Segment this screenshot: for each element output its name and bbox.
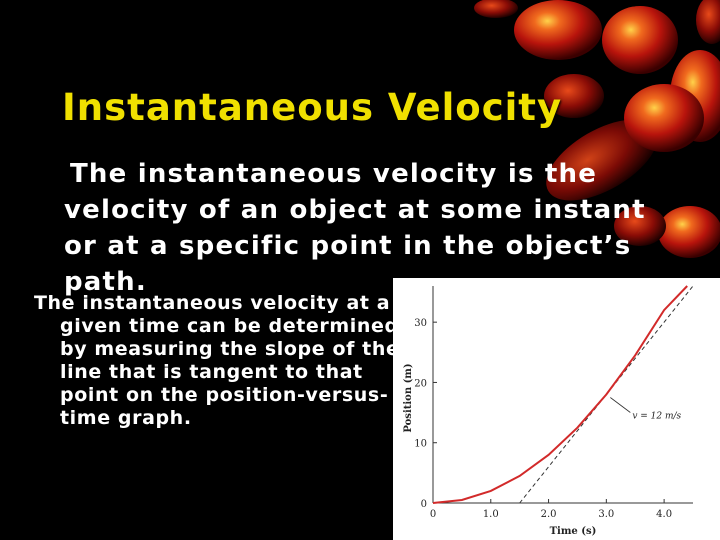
x-axis-label: Time (s) [550,526,597,537]
y-tick-label: 0 [421,499,427,510]
y-axis-label: Position (m) [403,363,414,432]
y-tick-label: 30 [414,318,427,329]
y-tick-label: 10 [414,439,427,450]
slope-explanation-paragraph: The instantaneous velocity at a given ti… [34,292,400,429]
slide-title: Instantaneous Velocity [62,86,563,129]
orb-cluster [474,0,720,258]
chart-svg: 0 10 20 30 0 1.0 2.0 3.0 4.0 v = 12 m/s Positio… [403,285,694,537]
position-curve [432,285,688,504]
x-tick-label: 0 [430,509,436,520]
x-tick-label: 3.0 [598,509,614,520]
annotation-leader [610,397,631,413]
x-tick-label: 2.0 [541,509,557,520]
definition-paragraph: The instantaneous velocity is the veloci… [64,159,646,297]
tangent-line [519,285,694,504]
position-time-graph: 0 10 20 30 0 1.0 2.0 3.0 4.0 v = 12 m/s Positio… [393,278,720,540]
y-tick-label: 20 [414,378,427,389]
x-tick-label: 1.0 [483,509,499,520]
velocity-annotation: v = 12 m/s [632,412,681,422]
x-tick-label: 4.0 [656,509,672,520]
